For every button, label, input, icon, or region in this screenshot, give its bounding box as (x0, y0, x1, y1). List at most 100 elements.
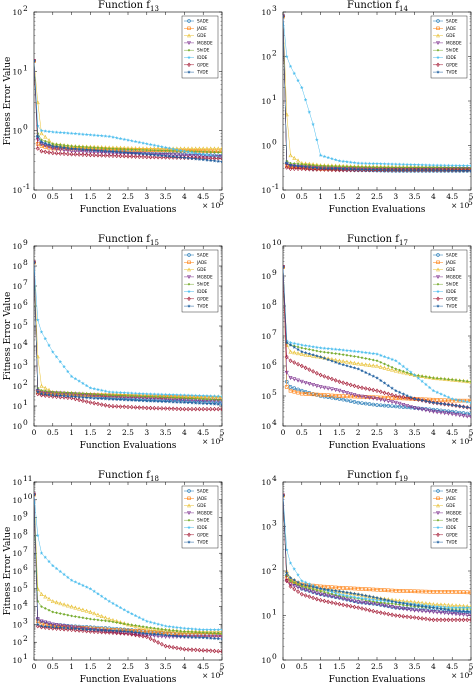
data-point (178, 393, 183, 397)
data-point (69, 627, 74, 633)
data-point (284, 354, 289, 360)
data-point (92, 589, 97, 593)
data-point (152, 621, 157, 625)
legend-entry-sade: SADE (433, 489, 458, 494)
data-point (144, 392, 149, 396)
x-tick-label: 1 (69, 192, 74, 201)
x-tick-label: 4 (431, 662, 436, 671)
y-tick-exponent: 2 (272, 49, 277, 58)
data-point (96, 618, 100, 622)
data-point (58, 393, 63, 398)
data-point (427, 385, 432, 390)
data-point (118, 150, 123, 154)
y-tick-exponent: 9 (272, 268, 277, 277)
data-point (81, 381, 85, 385)
data-point (386, 366, 391, 371)
data-point (141, 625, 145, 629)
data-point (296, 347, 300, 352)
data-point (137, 624, 141, 628)
data-point (330, 156, 334, 161)
data-point (65, 394, 70, 398)
data-point (156, 640, 160, 645)
data-point (303, 583, 308, 587)
data-point (96, 401, 100, 407)
data-point (371, 608, 376, 614)
y-tick-label: 10 (12, 422, 22, 431)
data-point (412, 406, 417, 411)
data-point (114, 397, 119, 402)
data-point (70, 391, 74, 395)
series-shide (34, 492, 222, 636)
data-point (311, 344, 315, 349)
data-point (84, 585, 89, 589)
legend-entry-mgbde: MGBDE (184, 274, 213, 279)
legend-label: IDDE (446, 525, 457, 530)
data-point (39, 591, 44, 596)
legend-entry-idde: IDDE (433, 525, 457, 530)
y-tick-label: 10 (12, 656, 22, 665)
data-point (461, 167, 466, 173)
legend-marker (436, 19, 440, 23)
x-tick-label: 4.5 (197, 192, 209, 201)
data-point (171, 645, 176, 650)
data-point (141, 394, 145, 398)
data-point (469, 415, 471, 420)
legend-entry-tvde: TVDE (433, 70, 458, 75)
data-point (382, 588, 387, 592)
data-point (446, 590, 451, 594)
data-point (345, 167, 349, 171)
data-point (156, 627, 160, 631)
data-point (47, 129, 51, 134)
data-point (307, 584, 312, 588)
legend-marker (436, 275, 440, 279)
x-tick-label: 2 (107, 428, 112, 437)
data-point (122, 622, 126, 626)
data-point (405, 396, 409, 401)
data-point (375, 403, 379, 407)
y-tick-exponent: 9 (23, 238, 28, 247)
x-tick-label: 2.5 (371, 428, 383, 437)
data-point (141, 625, 146, 630)
data-point (292, 581, 296, 585)
legend-label: GPDE (197, 296, 209, 301)
data-point (159, 392, 164, 396)
x-tick-label: 3 (393, 662, 398, 671)
y-tick-label: 10 (12, 127, 22, 136)
data-point (330, 359, 334, 363)
data-point (401, 162, 406, 166)
data-point (375, 375, 379, 380)
data-point (356, 600, 361, 605)
x-tick-label: 0 (281, 428, 286, 437)
data-point (299, 578, 304, 583)
data-point (386, 611, 391, 617)
data-point (35, 390, 40, 394)
data-point (156, 148, 160, 152)
data-point (341, 394, 345, 398)
data-point (122, 631, 127, 636)
data-point (397, 600, 402, 605)
data-point (397, 390, 402, 394)
data-point (73, 615, 77, 619)
legend-marker (187, 41, 191, 45)
data-point (390, 400, 395, 405)
data-point (84, 383, 89, 388)
data-point (420, 168, 424, 172)
y-tick-label: 10 (12, 67, 22, 76)
data-point (378, 397, 383, 402)
x-tick-label: 4 (182, 192, 187, 201)
data-point (393, 162, 398, 166)
data-point (107, 390, 112, 394)
x-tick-label: 1.5 (84, 662, 96, 671)
data-point (167, 146, 172, 150)
data-point (405, 602, 409, 606)
data-point (356, 349, 361, 354)
legend-entry-tvde: TVDE (433, 540, 458, 545)
data-point (163, 392, 168, 397)
legend-marker (187, 503, 191, 508)
x-tick-label: 3.5 (160, 192, 172, 201)
legend-entry-gpde: GPDE (184, 296, 209, 301)
legend-entry-shide: ShiDE (433, 518, 459, 523)
data-point (296, 166, 300, 172)
data-point (126, 394, 130, 398)
y-tick-exponent: 3 (23, 358, 28, 367)
